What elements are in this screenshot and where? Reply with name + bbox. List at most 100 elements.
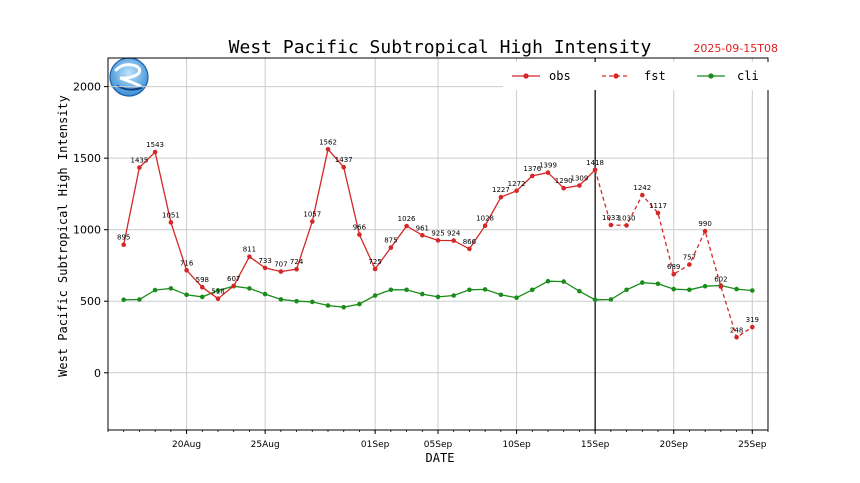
point-fst: [702, 228, 708, 234]
point-obs: [435, 238, 441, 243]
point-obs: [325, 147, 331, 152]
data-label-obs: 866: [463, 238, 477, 246]
point-obs: [215, 296, 221, 302]
point-cli: [372, 293, 378, 298]
point-obs: [530, 173, 535, 179]
point-obs: [577, 183, 582, 188]
point-obs: [121, 242, 126, 247]
point-fst: [592, 167, 598, 173]
data-label-obs: 733: [258, 257, 271, 265]
data-label-obs: 1227: [492, 186, 510, 194]
point-cli: [577, 288, 582, 294]
point-obs: [231, 283, 236, 289]
point-cli: [702, 283, 708, 289]
point-cli: [482, 287, 488, 292]
point-cli: [294, 298, 299, 304]
point-cli: [750, 288, 755, 293]
data-label-fst: 319: [746, 316, 759, 324]
data-label-obs: 925: [431, 229, 444, 237]
legend: obs fst cli: [503, 62, 770, 90]
y-tick-label: 0: [94, 367, 101, 380]
point-cli: [341, 304, 347, 310]
data-label-fst: 689: [667, 263, 680, 271]
point-cli: [640, 280, 645, 285]
data-label-obs: 1057: [303, 211, 321, 219]
point-cli: [561, 279, 566, 284]
point-cli: [624, 287, 629, 293]
data-label-obs: 598: [196, 276, 209, 284]
point-cli: [608, 297, 614, 302]
point-cli: [184, 292, 189, 298]
data-label-fst: 248: [730, 326, 743, 334]
point-cli: [514, 295, 519, 301]
data-label-fst: 757: [683, 254, 696, 262]
point-obs: [467, 246, 472, 252]
x-tick-label: 01Sep: [361, 440, 390, 450]
point-cli: [247, 286, 252, 291]
point-obs: [357, 232, 362, 237]
point-cli: [451, 293, 457, 298]
point-obs: [372, 266, 378, 272]
data-label-obs: 1435: [130, 157, 148, 165]
data-label-obs: 1562: [319, 138, 337, 146]
point-obs: [152, 149, 158, 155]
point-cli: [420, 291, 425, 297]
y-axis-ticks: 0 500 1000 1500 2000: [73, 81, 108, 380]
data-label-obs: 607: [227, 275, 240, 283]
point-cli: [592, 297, 598, 303]
legend-cli-marker: [708, 73, 714, 79]
data-label-obs: 875: [384, 237, 397, 245]
x-axis-ticks: 20Aug 25Aug 01Sep 05Sep 10Sep 15Sep 20Sep 25Sep: [107, 430, 769, 450]
point-obs: [278, 269, 284, 274]
point-obs: [545, 170, 551, 175]
point-obs: [420, 233, 425, 238]
data-label-fst: 1033: [602, 214, 620, 222]
point-obs: [404, 223, 409, 229]
data-label-obs: 1418: [586, 159, 604, 167]
x-tick-label: 20Aug: [172, 440, 201, 450]
point-fst: [718, 284, 724, 289]
point-obs: [388, 245, 394, 250]
y-tick-label: 1000: [73, 224, 101, 237]
point-obs: [482, 223, 488, 228]
point-cli: [137, 297, 142, 302]
point-cli: [357, 301, 362, 307]
point-cli: [530, 287, 535, 293]
series: [121, 147, 755, 340]
data-label-fst: 602: [714, 276, 727, 284]
data-label-fst: 1117: [649, 202, 667, 210]
y-tick-label: 500: [80, 295, 101, 308]
point-cli: [325, 303, 331, 308]
point-cli: [498, 292, 504, 298]
point-fst: [750, 324, 755, 330]
data-label-fst: 1030: [618, 214, 636, 222]
point-obs: [247, 254, 252, 259]
point-obs: [310, 219, 315, 224]
data-label-obs: 1051: [162, 211, 180, 219]
data-label-obs: 895: [117, 234, 130, 242]
plot-frame: [107, 57, 769, 431]
point-cli: [404, 287, 409, 293]
y-axis-label: West Pacific Subtropical High Intensity: [56, 95, 70, 377]
data-label-obs: 725: [368, 258, 381, 266]
legend-fst-label: fst: [644, 69, 666, 83]
point-fst: [655, 210, 661, 216]
data-label-obs: 1437: [335, 156, 353, 164]
point-cli: [278, 297, 284, 302]
y-tick-label: 2000: [73, 81, 101, 94]
issue-time: 2025-09-15T08: [693, 42, 778, 55]
point-fst: [671, 271, 676, 277]
data-label-obs: 1309: [570, 175, 588, 183]
data-label-obs: 1028: [476, 215, 494, 223]
data-label-fst: 990: [698, 220, 711, 228]
point-cli: [310, 299, 315, 305]
point-cli: [200, 294, 205, 300]
point-obs: [137, 165, 142, 170]
data-label-obs: 1272: [508, 180, 526, 188]
legend-obs-marker: [523, 73, 529, 79]
point-obs: [294, 266, 299, 272]
data-label-obs: 1290: [555, 177, 573, 185]
point-cli: [152, 287, 158, 293]
point-cli: [671, 286, 676, 292]
point-fst: [640, 192, 645, 198]
